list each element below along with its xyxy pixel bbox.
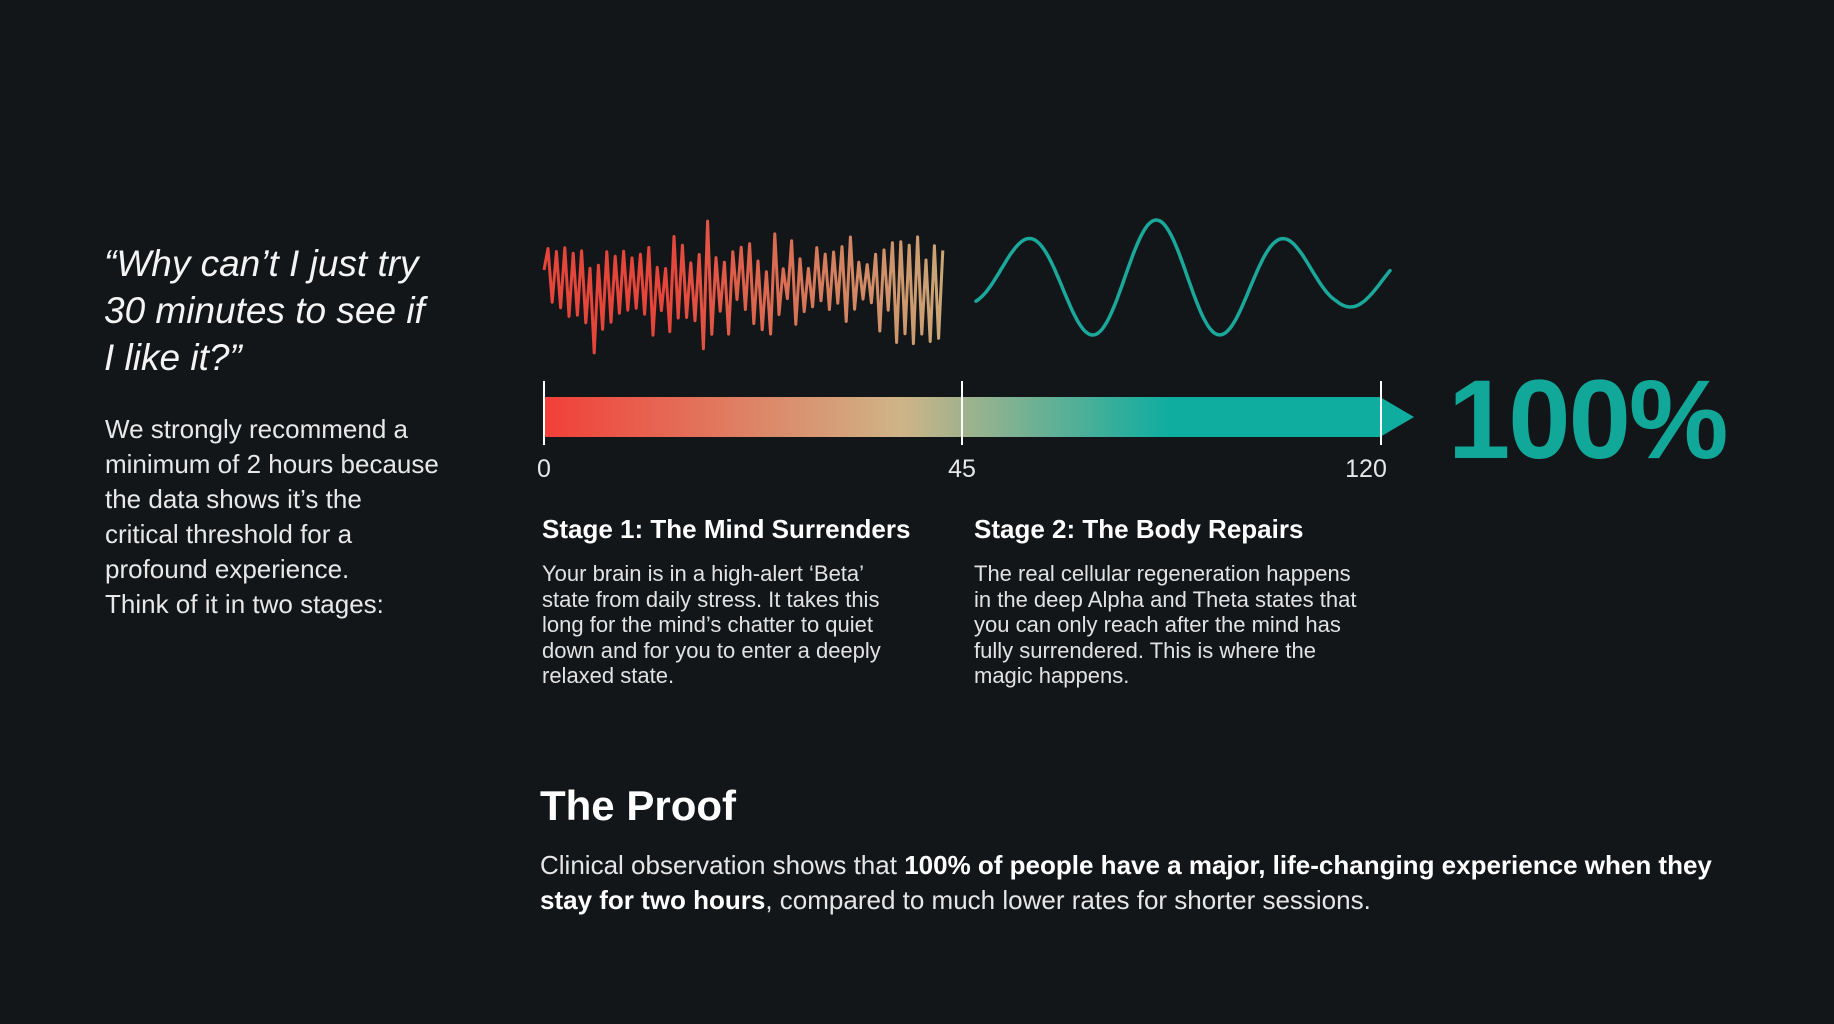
intro-line-5: profound experience. — [105, 554, 350, 584]
proof-title: The Proof — [540, 782, 736, 829]
stage-2-description: The real cellular regeneration happens i… — [974, 561, 1414, 689]
stage-2-line-5: magic happens. — [974, 663, 1130, 688]
tick-label-120: 120 — [1345, 455, 1387, 483]
proof-text-highlight: 100% of people have a major, life-changi… — [540, 850, 1712, 915]
quote-line-2: 30 minutes to see if — [104, 290, 425, 331]
intro-line-4: critical threshold for a — [105, 519, 353, 549]
stage-1-line-3: long for the mind’s chatter to quiet — [542, 612, 874, 637]
intro-paragraph: We strongly recommend a minimum of 2 hou… — [105, 412, 485, 622]
stage-1-block: Stage 1: The Mind Surrenders Your brain … — [542, 514, 942, 689]
tick-label-45: 45 — [948, 455, 976, 483]
intro-line-6: Think of it in two stages: — [105, 589, 384, 619]
stage-2-line-3: you can only reach after the mind has — [974, 612, 1341, 637]
intro-line-3: the data shows it’s the — [105, 484, 362, 514]
alpha-theta-wave-line — [974, 218, 1392, 337]
big-percent-value: 100% — [1448, 357, 1728, 482]
intro-line-1: We strongly recommend a — [105, 414, 408, 444]
quote-line-3: I like it?” — [104, 337, 242, 378]
tick-label-0: 0 — [537, 455, 551, 483]
stage-1-description: Your brain is in a high-alert ‘Beta’ sta… — [542, 561, 942, 689]
intro-line-2: minimum of 2 hours because — [105, 449, 439, 479]
stage-2-line-1: The real cellular regeneration happens — [974, 561, 1351, 586]
beta-wave-line — [542, 219, 945, 355]
stage-2-title: Stage 2: The Body Repairs — [974, 514, 1304, 544]
stage-1-title: Stage 1: The Mind Surrenders — [542, 514, 911, 544]
stage-1-line-2: state from daily stress. It takes this — [542, 586, 880, 612]
proof-text: Clinical observation shows that 100% of … — [540, 848, 1720, 918]
proof-text-post: , compared to much lower rates for short… — [765, 885, 1371, 915]
stage-2-block: Stage 2: The Body Repairs The real cellu… — [974, 514, 1414, 689]
timeline-arrow-bar — [544, 397, 1414, 437]
stage-1-line-4: down and for you to enter a deeply — [542, 637, 881, 663]
stage-1-line-1: Your brain is in a high-alert ‘Beta’ — [542, 561, 865, 586]
stage-1-line-5: relaxed state. — [542, 663, 675, 688]
proof-text-pre: Clinical observation shows that — [540, 850, 905, 880]
stage-2-line-4: fully surrendered. This is where the — [974, 637, 1316, 663]
quote-heading: “Why can’t I just try 30 minutes to see … — [104, 240, 484, 381]
stage-2-line-2: in the deep Alpha and Theta states that — [974, 586, 1357, 612]
quote-line-1: “Why can’t I just try — [104, 243, 419, 284]
